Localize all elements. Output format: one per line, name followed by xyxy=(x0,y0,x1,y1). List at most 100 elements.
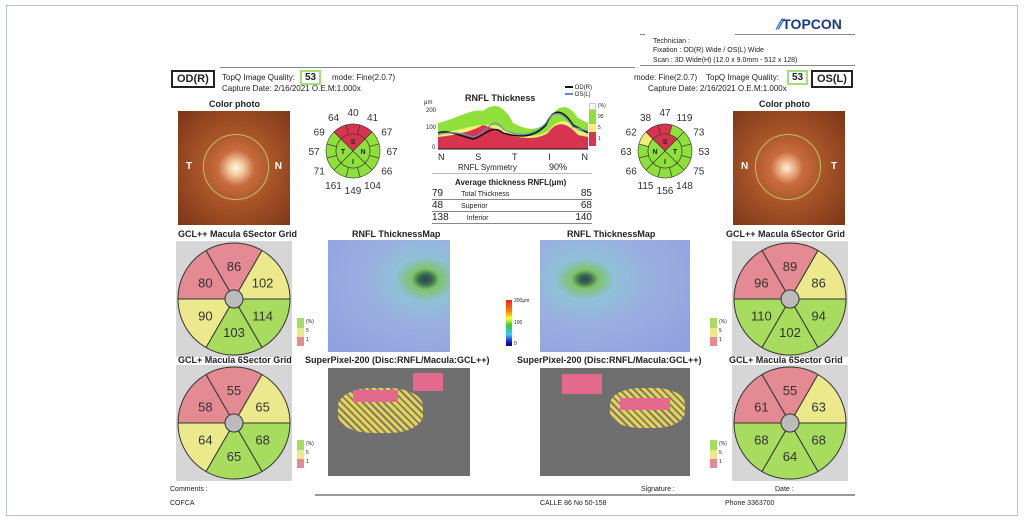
x-label: T xyxy=(511,152,518,162)
sector-value: 61 xyxy=(754,400,768,415)
grid-sector xyxy=(733,249,791,300)
legend-5: 5 xyxy=(598,125,601,131)
sector-value: 68 xyxy=(811,433,825,448)
grid-sector xyxy=(177,298,235,349)
legend-5: 5 xyxy=(306,450,309,456)
grid-sector xyxy=(177,373,235,424)
od-value: 138 xyxy=(432,212,449,223)
legend-1: 1 xyxy=(719,459,722,465)
clock-value: 115 xyxy=(638,181,654,192)
clock-value: 73 xyxy=(693,128,705,139)
topcon-logo: ⫽TOPCON xyxy=(776,16,842,33)
grid-sector xyxy=(789,249,847,300)
photo-label-t: T xyxy=(830,161,837,172)
sector-value: 68 xyxy=(754,433,768,448)
os-photo-title: Color photo xyxy=(759,99,810,109)
legend-pct: (%) xyxy=(598,103,606,109)
od-quality-value: 53 xyxy=(300,70,322,85)
sector-value: 86 xyxy=(811,276,825,291)
scale-max: 200μm xyxy=(514,298,530,304)
os-gclp-sector-grid: 55 63 68 64 68 61 xyxy=(732,365,848,481)
sector-value: 102 xyxy=(252,276,274,291)
phone: Phone 3363700 xyxy=(725,500,775,507)
clock-value: 53 xyxy=(698,147,710,158)
fovea-center xyxy=(224,413,244,433)
legend-5: 5 xyxy=(719,450,722,456)
od-photo-title: Color photo xyxy=(209,99,260,109)
percentile-legend: (%) 5 1 xyxy=(297,318,314,346)
grid-sector xyxy=(789,422,847,473)
avg-thickness-row: 48 Superior 68 xyxy=(432,200,592,212)
grid-sector xyxy=(233,373,291,424)
grid-sector xyxy=(205,298,263,356)
grid-sector xyxy=(233,422,291,473)
os-value: 85 xyxy=(580,188,592,199)
clock-value: 149 xyxy=(345,186,362,197)
od-map-title: RNFL ThicknessMap xyxy=(352,229,441,239)
grid-sector xyxy=(733,298,791,349)
sector-value: 114 xyxy=(252,309,273,324)
od-eye-label: OD(R) xyxy=(171,70,215,88)
rnfl-symmetry-label: RNFL Symmetry xyxy=(458,163,517,172)
percentile-legend: (%) 5 1 xyxy=(710,440,727,468)
grid-sector xyxy=(789,298,847,349)
fixation: Fixation : OD(R) Wide / OS(L) Wide xyxy=(653,47,764,54)
rnfl-unit: μm xyxy=(424,100,433,106)
avg-thickness-table: 79 Total Thickness 85 48 Superior 68 138 Inferi… xyxy=(432,188,592,224)
clock-value: 64 xyxy=(328,113,340,124)
od-value: 48 xyxy=(432,200,444,211)
grid-sector xyxy=(761,422,819,480)
clock-value: 104 xyxy=(364,181,381,192)
avg-thickness-title: Average thickness RNFL(μm) xyxy=(455,178,567,187)
legend-5: 5 xyxy=(719,328,722,334)
od-capture-date: Capture Date: 2/16/2021 O.E.M:1.000x xyxy=(222,84,361,93)
sector-value: 80 xyxy=(198,276,212,291)
clock-value: 63 xyxy=(620,147,632,158)
sector-value: 94 xyxy=(811,309,825,324)
sector-value: 86 xyxy=(227,259,241,274)
clock-value: 66 xyxy=(381,167,393,178)
legend-1: 1 xyxy=(598,136,601,142)
grid-sector xyxy=(177,249,235,300)
os-eye-label: OS(L) xyxy=(811,70,853,88)
sector-value: 68 xyxy=(255,433,269,448)
quadrant-sector xyxy=(647,138,666,164)
report-frame xyxy=(6,5,1018,516)
scan-info: Scan : 3D Wide(H) (12.0 x 9.0mm - 512 x … xyxy=(653,57,798,64)
org-name: COFCA xyxy=(170,500,195,507)
sector-value: 89 xyxy=(783,259,797,274)
os-gclp-title: GCL+ Macula 6Sector Grid xyxy=(729,355,843,365)
comments-label: Comments : xyxy=(170,486,208,493)
sector-value: 58 xyxy=(198,400,212,415)
clock-value: 156 xyxy=(657,186,674,197)
grid-sector xyxy=(177,422,235,473)
grid-sector xyxy=(733,373,791,424)
legend-od: OD(R) xyxy=(574,85,593,91)
clock-value: 75 xyxy=(693,167,705,178)
grid-sector xyxy=(761,298,819,356)
sector-value: 64 xyxy=(783,449,797,464)
legend-1: 1 xyxy=(719,337,722,343)
clock-value: 119 xyxy=(677,113,693,124)
rnfl-percentile-legend xyxy=(589,103,596,146)
quadrant-sector xyxy=(335,138,354,164)
quadrant-label: N xyxy=(360,149,365,156)
avg-thickness-row: 79 Total Thickness 85 xyxy=(432,188,592,200)
grid-sector xyxy=(233,249,291,300)
legend-pct: (%) xyxy=(719,319,727,325)
clock-value: 67 xyxy=(381,128,393,139)
os-gclpp-title: GCL++ Macula 6Sector Grid xyxy=(726,229,846,239)
quadrant-label: T xyxy=(673,149,678,156)
quadrant-label: I xyxy=(352,159,354,166)
od-gclpp-title: GCL++ Macula 6Sector Grid xyxy=(178,229,298,239)
os-gclpp-sector-grid: 89 86 94 102 110 96 xyxy=(732,241,848,357)
grid-sector xyxy=(761,366,819,424)
quadrant-label: T xyxy=(341,149,346,156)
x-label: I xyxy=(548,152,551,162)
grid-sector xyxy=(789,373,847,424)
os-value: 140 xyxy=(575,212,592,223)
percentile-legend: (%) 5 1 xyxy=(297,440,314,468)
sector-value: 55 xyxy=(227,383,241,398)
